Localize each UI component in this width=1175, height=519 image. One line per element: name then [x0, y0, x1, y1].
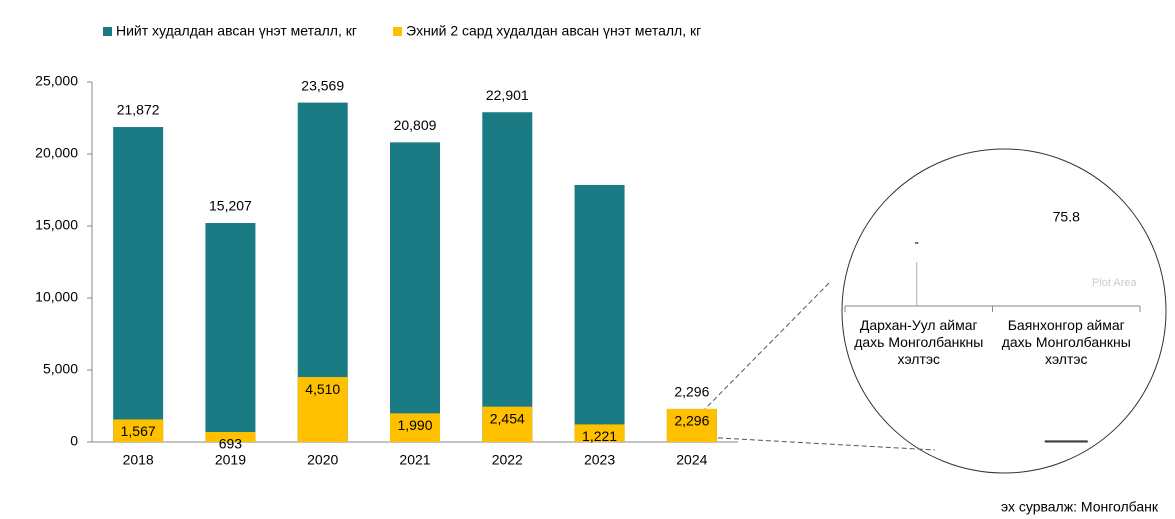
- bar: [390, 142, 440, 442]
- bar: [574, 424, 625, 442]
- y-tick-label: 10,000: [35, 289, 78, 305]
- annotation: Plot Area: [1092, 277, 1138, 289]
- x-tick-label: 2023: [584, 452, 615, 468]
- y-tick-label: 5,000: [43, 361, 78, 377]
- bar: [205, 432, 256, 442]
- x-tick-label: Дархан-Уул аймаг дахь Монголбанкны хэлтэ…: [854, 317, 984, 367]
- bar: [1044, 440, 1088, 443]
- leader-line: [701, 281, 831, 413]
- x-tick-label: 2020: [307, 452, 338, 468]
- x-tick-label: 2019: [215, 452, 246, 468]
- bar: [113, 127, 164, 442]
- bar: [574, 184, 625, 442]
- data-label: 20,809: [394, 117, 437, 133]
- data-label: 1,990: [397, 417, 432, 433]
- x-tick-label: 2021: [399, 452, 430, 468]
- bar: [482, 406, 533, 442]
- data-label: 1,567: [121, 423, 156, 439]
- bar: [205, 223, 256, 442]
- leader-line: [701, 436, 936, 451]
- data-label: 2,296: [674, 413, 709, 429]
- data-label: 693: [219, 436, 243, 452]
- data-label: 21,872: [117, 102, 160, 118]
- bar: [113, 419, 164, 442]
- data-label: -: [914, 234, 919, 250]
- legend-swatch: [393, 27, 402, 36]
- data-label: 15,207: [209, 198, 252, 214]
- data-label: 4,510: [305, 381, 340, 397]
- data-label: 23,569: [301, 77, 344, 93]
- bar: [297, 377, 348, 442]
- y-tick-label: 15,000: [35, 217, 78, 233]
- data-label: 1,221: [582, 428, 617, 444]
- x-tick-label: 2024: [676, 452, 707, 468]
- data-label: 2,454: [490, 410, 525, 426]
- legend-swatch: [103, 27, 112, 36]
- data-label: 2,296: [674, 384, 709, 400]
- bar: [482, 112, 533, 443]
- source: эх сурвалж: Монголбанк: [1001, 499, 1159, 515]
- data-label: 75.8: [1053, 209, 1080, 225]
- inset-circle: [841, 148, 1167, 474]
- x-tick-label: 2022: [492, 452, 523, 468]
- x-tick-label: Баянхонгор аймаг дахь Монголбанкны хэлтэ…: [1001, 317, 1131, 367]
- bar: [390, 413, 440, 442]
- data-label: 22,901: [486, 87, 529, 103]
- y-tick-label: 0: [70, 433, 78, 449]
- bar: [666, 408, 717, 442]
- legend-label: Нийт худалдан авсан үнэт металл, кг: [116, 23, 357, 39]
- x-tick-label: 2018: [123, 452, 154, 468]
- y-tick-label: 25,000: [35, 73, 78, 89]
- legend-label: Эхний 2 сард худалдан авсан үнэт металл,…: [406, 23, 701, 39]
- y-tick-label: 20,000: [35, 145, 78, 161]
